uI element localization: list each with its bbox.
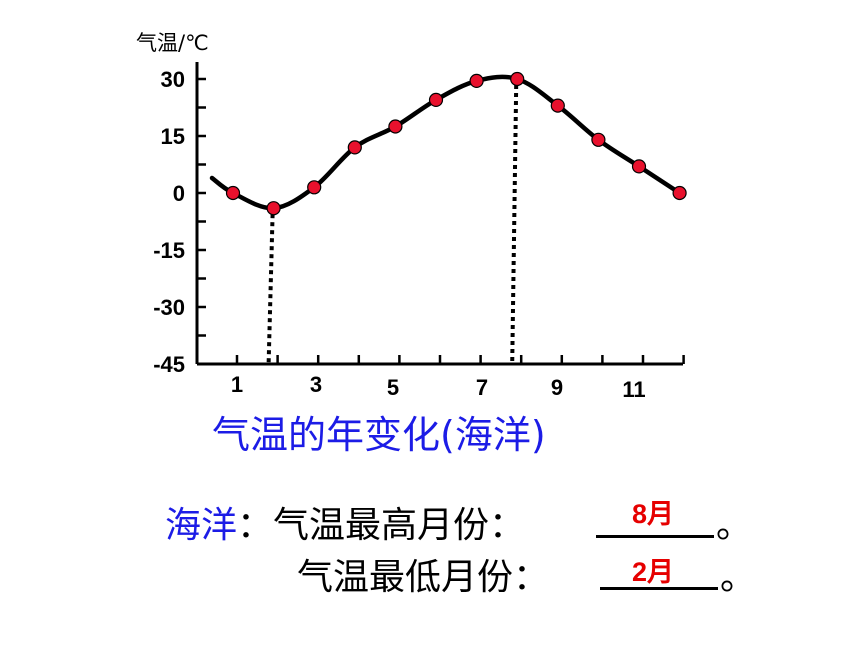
- dotted-guide-line: [266, 214, 275, 365]
- x-tick-label: 11: [622, 377, 645, 400]
- ocean-colon: ：: [237, 505, 274, 546]
- y-tick-label: -30: [153, 295, 185, 320]
- data-point: [469, 73, 484, 89]
- y-tick-label: 0: [173, 181, 185, 206]
- x-tick-label: 3: [310, 372, 322, 397]
- lowest-month-row: 气温最低月份：: [297, 548, 549, 600]
- y-axis-title: 气温/℃: [136, 31, 209, 55]
- data-point: [672, 185, 687, 201]
- highest-answer: 8月: [632, 499, 675, 529]
- x-tick-label: 7: [476, 375, 488, 400]
- lowest-answer: 2月: [632, 557, 675, 587]
- highest-period: 。: [716, 505, 753, 546]
- highest-month-row: 海洋：气温最高月份：: [165, 496, 525, 548]
- x-tick-label: 9: [551, 375, 563, 400]
- y-tick-label: 30: [161, 67, 185, 92]
- x-tick-label: 1: [231, 372, 243, 397]
- data-point: [388, 119, 403, 134]
- data-point: [307, 180, 322, 195]
- data-point: [225, 185, 241, 201]
- data-point: [266, 201, 281, 216]
- y-tick-label: -45: [153, 352, 185, 377]
- data-point: [347, 140, 362, 155]
- lowest-prompt: 气温最低月份：: [297, 557, 550, 598]
- temperature-curve: [209, 74, 682, 211]
- data-point: [428, 92, 444, 108]
- y-tick-label: 15: [161, 124, 185, 149]
- lowest-answer-blank: [600, 587, 718, 590]
- x-tick-label: 5: [387, 375, 399, 400]
- lowest-period: 。: [720, 557, 757, 598]
- data-point: [631, 159, 647, 174]
- data-point: [550, 98, 565, 113]
- data-point: [591, 132, 606, 147]
- highest-prompt: 气温最高月份：: [273, 505, 526, 546]
- dotted-guide-line: [510, 84, 519, 365]
- highest-answer-blank: [596, 535, 714, 538]
- chart-title: 气温的年变化(海洋): [212, 413, 546, 457]
- y-tick-label: -15: [153, 238, 185, 263]
- ocean-label: 海洋: [165, 505, 238, 546]
- data-point: [510, 71, 525, 87]
